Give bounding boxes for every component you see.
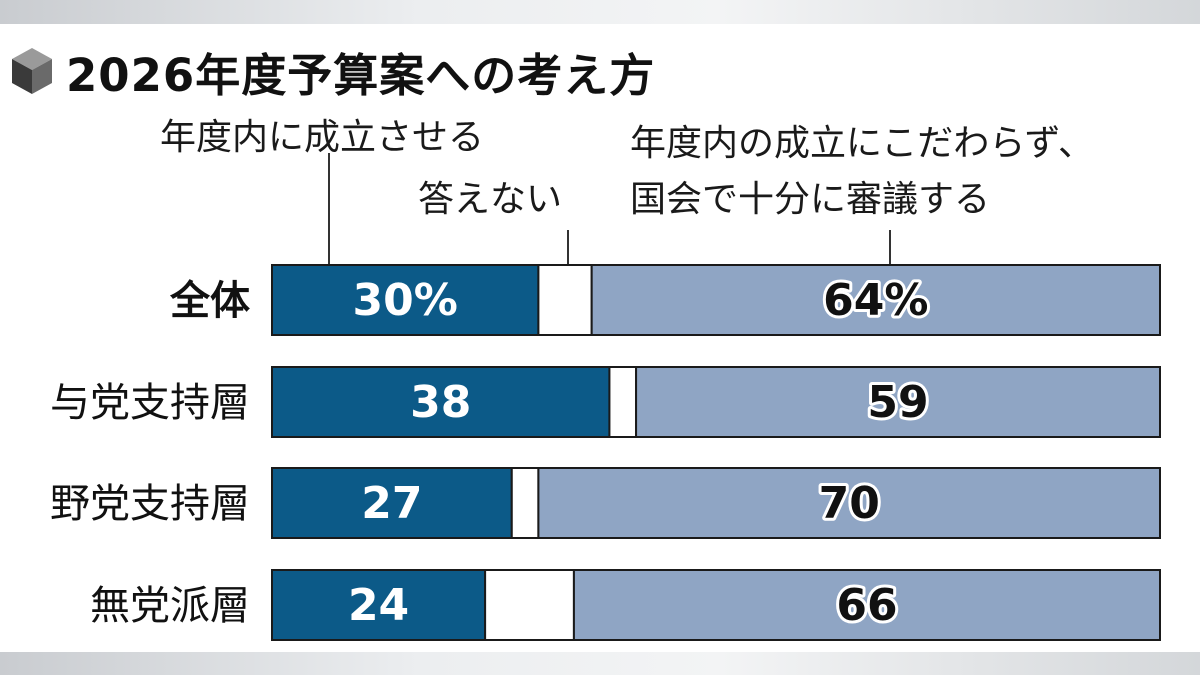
bar-segment <box>510 467 540 539</box>
legend-label-yes: 年度内に成立させる <box>160 117 485 158</box>
data-label: 64% <box>823 275 928 326</box>
bar-segment <box>572 569 1161 641</box>
bar-segment <box>271 366 611 438</box>
category-label: 与党支持層 <box>50 380 250 426</box>
bar-segment <box>271 467 513 539</box>
data-label: 24 <box>348 580 409 631</box>
category-label: 野党支持層 <box>50 481 250 527</box>
data-label: 30% <box>353 275 458 326</box>
chart-title: 2026年度予算案への考え方 <box>66 48 656 102</box>
bar-segment <box>484 569 575 641</box>
data-label: 66 <box>836 580 897 631</box>
chart-title-row: 2026年度予算案への考え方 <box>10 36 655 106</box>
bar-segment <box>271 569 487 641</box>
data-label: 70 <box>819 478 880 529</box>
cube-icon <box>12 48 52 94</box>
data-label: 59 <box>867 377 928 428</box>
bar-segment <box>537 264 593 336</box>
bar-segment <box>537 467 1161 539</box>
legend-label-no-line1: 年度内の成立にこだわらず、 <box>630 123 1095 164</box>
category-label: 全体 <box>169 278 250 324</box>
data-label: 38 <box>410 377 471 428</box>
chart-card: 2026年度予算案への考え方 年度内に成立させる 答えない 年度内の成立にこだわ… <box>0 24 1200 652</box>
legend-label-dk: 答えない <box>418 179 563 220</box>
legend-label-no-line2: 国会で十分に審議する <box>630 179 991 220</box>
data-label: 27 <box>361 478 422 529</box>
bar-segment <box>608 366 638 438</box>
category-label: 無党派層 <box>90 583 250 629</box>
bar-segment <box>590 264 1161 336</box>
bar-segment <box>635 366 1161 438</box>
bottom-photo-strip <box>0 652 1200 675</box>
top-photo-strip <box>0 0 1200 24</box>
